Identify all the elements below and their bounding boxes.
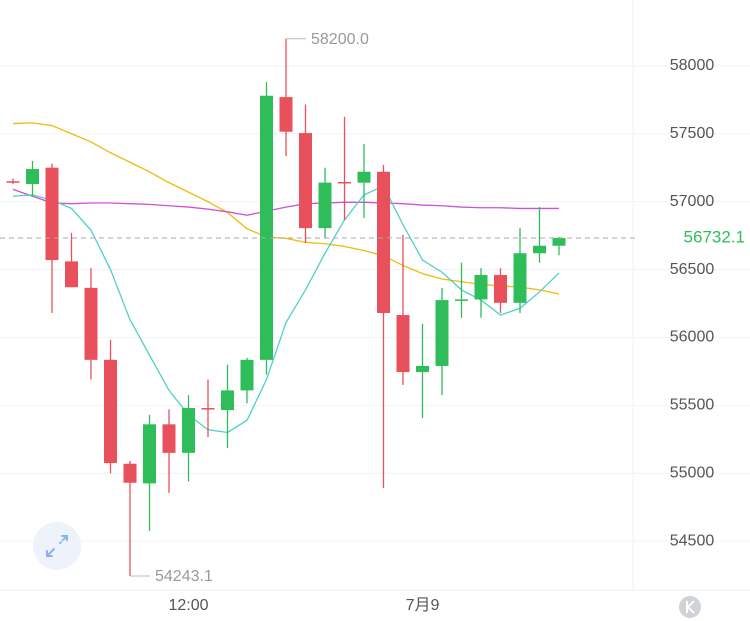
x-tick-label: 12:00 [168, 597, 208, 614]
y-tick-label: 55500 [670, 397, 715, 414]
candle-body [84, 287, 98, 360]
candle-body [240, 359, 254, 391]
candle-body [299, 133, 312, 229]
candle-body [6, 181, 20, 183]
last-price-label: 56732.1 [684, 228, 745, 247]
y-tick-label: 56000 [670, 329, 715, 346]
candle-body [45, 167, 59, 261]
candle-body [201, 408, 215, 410]
candle-body [552, 238, 566, 246]
y-tick-label: 54500 [670, 532, 715, 549]
y-tick-label: 57500 [670, 125, 715, 142]
candle-body [396, 315, 410, 373]
candle-body [182, 408, 195, 453]
candle-body [260, 95, 273, 360]
candle-body [221, 390, 234, 411]
candle-body [123, 463, 137, 483]
annotation-label: 54243.1 [155, 568, 213, 585]
candle-body [455, 299, 468, 301]
candle-body [338, 181, 351, 184]
plot: 54500 55000 55500 56000 56500 57000 57500 58000… [0, 31, 750, 614]
expand-icon[interactable] [46, 535, 68, 557]
y-tick-label: 56500 [670, 261, 715, 278]
candle-body [26, 169, 39, 184]
y-tick-label: 58000 [670, 57, 715, 74]
last-price-box [638, 226, 750, 251]
y-tick-label: 55000 [670, 464, 715, 481]
kline-button[interactable] [679, 596, 701, 618]
candle-body [416, 365, 429, 373]
candle-body [318, 182, 332, 229]
candle-body [279, 97, 293, 132]
candle-body [474, 274, 488, 300]
candle-body [494, 274, 507, 303]
candle-body [357, 171, 371, 183]
candle-body [143, 424, 156, 484]
candle-body [65, 261, 78, 288]
y-tick-label: 57000 [670, 193, 715, 210]
candle-body [435, 300, 449, 366]
x-tick-label: 7月9 [406, 597, 440, 614]
annotation-label: 58200.0 [311, 31, 369, 48]
candle-body [533, 245, 546, 254]
candle-body [104, 359, 117, 464]
candle-body [513, 253, 527, 303]
kline-icon[interactable] [686, 600, 695, 614]
expand-button[interactable] [33, 522, 81, 570]
candle-body [162, 424, 176, 453]
kline-button-bg[interactable] [679, 596, 701, 618]
ma-line [12, 188, 559, 216]
ma-line [12, 185, 560, 434]
expand-button-bg[interactable] [33, 522, 81, 570]
candle-body [377, 171, 390, 313]
ma-line [12, 122, 560, 295]
